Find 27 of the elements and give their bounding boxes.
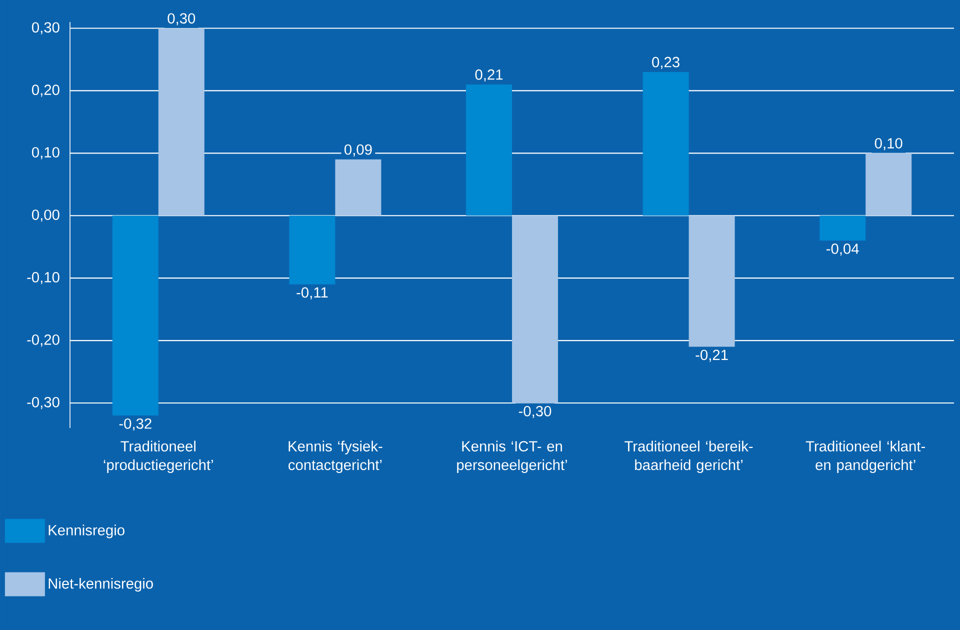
y-tick-label: 0,30 [32, 22, 60, 34]
bar [512, 216, 558, 404]
y-tick-label: 0,20 [32, 84, 60, 97]
y-tick-label: 0,10 [32, 147, 60, 160]
y-tick-label: -0,30 [27, 396, 60, 410]
data-label: -0,30 [518, 406, 552, 418]
x-tick-label: Traditioneel ‘bereik-baarheid gericht’ [624, 440, 753, 474]
x-tick-label: Kennis ‘ICT- en personeelgericht’ [457, 440, 567, 474]
bar [866, 153, 912, 216]
data-label: 0,21 [475, 69, 503, 82]
data-label: 0,23 [652, 56, 680, 70]
x-tick-label: Traditioneel ‘klant- en pandgericht’ [806, 440, 925, 474]
x-tick-label: Kennis ‘fysiek-contactgericht’ [288, 440, 382, 474]
bar [158, 28, 204, 216]
y-tick-label: -0,20 [27, 334, 60, 347]
data-label: -0,21 [696, 350, 728, 362]
y-tick-label: -0,10 [27, 272, 60, 284]
data-label: -0,32 [119, 418, 152, 431]
data-label: 0,10 [874, 138, 902, 150]
data-label: -0,11 [296, 287, 328, 300]
data-label: -0,04 [826, 244, 859, 256]
data-label: 0,09 [344, 144, 372, 156]
x-tick-label: Traditioneel ‘productiegericht’ [104, 440, 213, 474]
data-label: 0,30 [168, 13, 196, 26]
legend-label: Kennisregio [48, 524, 124, 538]
legend-label: Niet-kennisregio [48, 578, 153, 592]
y-tick-label: 0,00 [32, 210, 60, 222]
